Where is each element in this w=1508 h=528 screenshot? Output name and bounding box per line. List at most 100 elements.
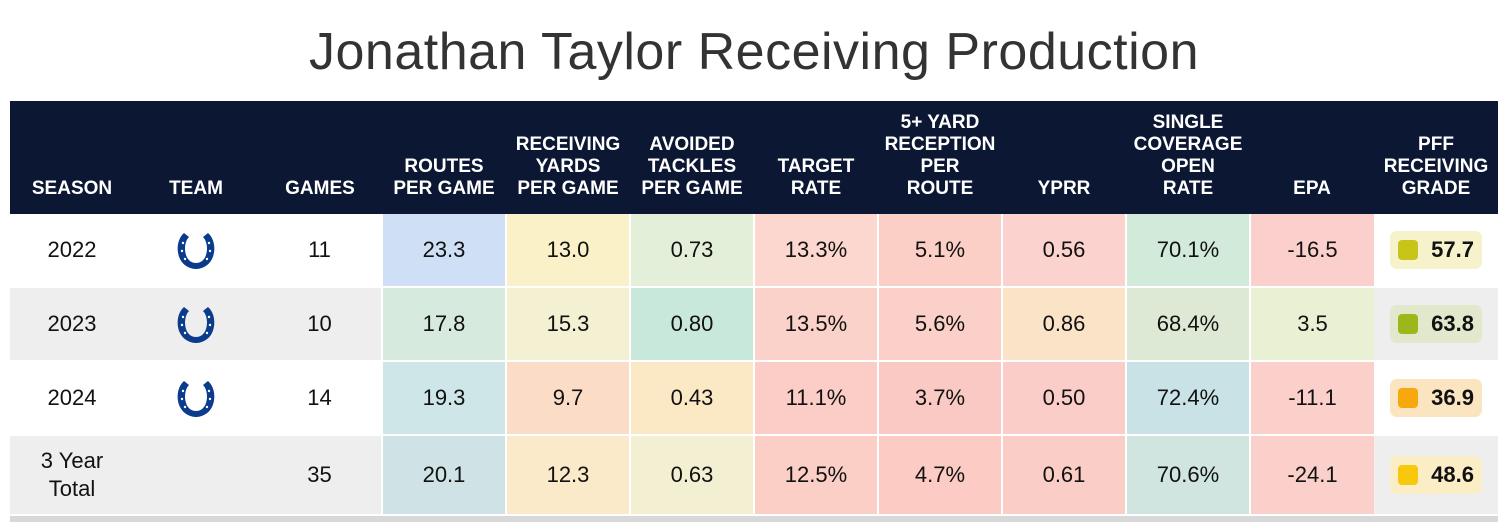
- avoided-tackles-per-game-cell: 0.43: [629, 362, 754, 434]
- grade-value: 57.7: [1431, 237, 1474, 262]
- table-row: 2023 10 17.8 15.3 0.80 13.5% 5.6% 0.86 68.4% 3.5 6…: [10, 288, 1498, 360]
- avoided-tackles-per-game-cell: 0.63: [629, 436, 754, 514]
- header-line: PER: [920, 156, 960, 177]
- header-line: RECEPTION: [884, 134, 996, 155]
- epa-cell: -11.1: [1249, 362, 1374, 434]
- games-cell: 14: [258, 362, 382, 434]
- header-line: ROUTE: [906, 178, 974, 199]
- target-rate-cell: 13.5%: [753, 288, 878, 360]
- table-row: 2024 14 19.3 9.7 0.43 11.1% 3.7% 0.50 72.4% -11.1…: [10, 362, 1498, 434]
- target-rate-cell: 13.3%: [753, 214, 878, 286]
- pff-grade-cell: 36.9: [1374, 362, 1498, 434]
- pff-grade-cell: 48.6: [1374, 436, 1498, 514]
- single-coverage-open-rate-cell: 68.4%: [1125, 288, 1250, 360]
- games-cell: 11: [258, 214, 382, 286]
- header-line: 5+ YARD: [900, 112, 980, 133]
- grade-badge: 63.8: [1390, 305, 1482, 343]
- table-bottom-border: [10, 516, 1498, 522]
- header-line: TACKLES: [647, 156, 737, 177]
- single-coverage-open-rate-cell: 72.4%: [1125, 362, 1250, 434]
- receiving-yards-per-game-cell: 13.0: [505, 214, 630, 286]
- team-cell: [134, 362, 258, 434]
- team-cell: [134, 288, 258, 360]
- header-line: PER GAME: [641, 178, 743, 199]
- header-games: GAMES: [258, 101, 382, 214]
- yprr-cell: 0.61: [1001, 436, 1126, 514]
- grade-badge: 57.7: [1390, 231, 1482, 269]
- games-cell: 35: [258, 436, 382, 514]
- single-coverage-open-rate-cell: 70.6%: [1125, 436, 1250, 514]
- yprr-cell: 0.50: [1001, 362, 1126, 434]
- header-avoided-tackles-per-game: AVOIDED TACKLES PER GAME: [630, 101, 754, 214]
- colts-horseshoe-icon: [134, 303, 258, 345]
- pff-grade-cell: 63.8: [1374, 288, 1498, 360]
- header-line: SEASON: [31, 178, 113, 199]
- header-five-yard-reception-per-route: 5+ YARD RECEPTION PER ROUTE: [878, 101, 1002, 214]
- table-row: 2022 11 23.3 13.0 0.73 13.3% 5.1% 0.56 70.1% -16.…: [10, 214, 1498, 286]
- header-routes-per-game: ROUTES PER GAME: [382, 101, 506, 214]
- header-yprr: YPRR: [1002, 101, 1126, 214]
- epa-cell: -24.1: [1249, 436, 1374, 514]
- five-yard-reception-per-route-cell: 4.7%: [877, 436, 1002, 514]
- season-cell: 2022: [10, 214, 134, 286]
- five-yard-reception-per-route-cell: 5.6%: [877, 288, 1002, 360]
- header-line: RECEIVING: [1383, 156, 1489, 177]
- header-line: PFF: [1418, 134, 1454, 155]
- header-receiving-yards-per-game: RECEIVING YARDS PER GAME: [506, 101, 630, 214]
- avoided-tackles-per-game-cell: 0.73: [629, 214, 754, 286]
- header-line: COVERAGE: [1133, 134, 1243, 155]
- header-line: ROUTES: [404, 156, 484, 177]
- header-line: PER GAME: [393, 178, 495, 199]
- routes-per-game-cell: 23.3: [381, 214, 506, 286]
- grade-color-indicator: [1398, 465, 1418, 485]
- header-line: GAMES: [285, 178, 355, 199]
- team-cell: [134, 436, 258, 514]
- receiving-stats-table: SEASON TEAM GAMES ROUTES PER GAME RECEIVING YA…: [10, 101, 1498, 514]
- team-cell: [134, 214, 258, 286]
- routes-per-game-cell: 20.1: [381, 436, 506, 514]
- header-line: EPA: [1293, 178, 1331, 199]
- target-rate-cell: 12.5%: [753, 436, 878, 514]
- header-line: RECEIVING: [515, 134, 621, 155]
- colts-horseshoe-icon: [134, 377, 258, 419]
- row-divider: [10, 360, 1498, 362]
- season-cell: 2023: [10, 288, 134, 360]
- header-line: AVOIDED: [649, 134, 735, 155]
- routes-per-game-cell: 19.3: [381, 362, 506, 434]
- header-target-rate: TARGET RATE: [754, 101, 878, 214]
- header-line: OPEN: [1161, 156, 1215, 177]
- header-line: TARGET: [777, 156, 855, 177]
- grade-color-indicator: [1398, 388, 1418, 408]
- header-line: RATE: [790, 178, 842, 199]
- grade-value: 63.8: [1431, 311, 1474, 336]
- season-cell: 2024: [10, 362, 134, 434]
- header-line: SINGLE: [1152, 112, 1224, 133]
- five-yard-reception-per-route-cell: 5.1%: [877, 214, 1002, 286]
- header-pff-receiving-grade: PFF RECEIVING GRADE: [1374, 101, 1498, 214]
- grade-value: 36.9: [1431, 385, 1474, 410]
- single-coverage-open-rate-cell: 70.1%: [1125, 214, 1250, 286]
- row-divider: [10, 434, 1498, 436]
- header-line: RATE: [1162, 178, 1214, 199]
- grade-badge: 48.6: [1390, 456, 1482, 494]
- yprr-cell: 0.86: [1001, 288, 1126, 360]
- epa-cell: -16.5: [1249, 214, 1374, 286]
- five-yard-reception-per-route-cell: 3.7%: [877, 362, 1002, 434]
- receiving-yards-per-game-cell: 9.7: [505, 362, 630, 434]
- header-team: TEAM: [134, 101, 258, 214]
- header-line: PER GAME: [517, 178, 619, 199]
- header-season: SEASON: [10, 101, 134, 214]
- routes-per-game-cell: 17.8: [381, 288, 506, 360]
- header-line: YPRR: [1037, 178, 1091, 199]
- colts-horseshoe-icon: [134, 229, 258, 271]
- table-row: 3 Year Total 35 20.1 12.3 0.63 12.5% 4.7% 0.61 7…: [10, 436, 1498, 514]
- games-cell: 10: [258, 288, 382, 360]
- grade-color-indicator: [1398, 314, 1418, 334]
- grade-badge: 36.9: [1390, 379, 1482, 417]
- epa-cell: 3.5: [1249, 288, 1374, 360]
- pff-grade-cell: 57.7: [1374, 214, 1498, 286]
- header-epa: EPA: [1250, 101, 1374, 214]
- avoided-tackles-per-game-cell: 0.80: [629, 288, 754, 360]
- receiving-yards-per-game-cell: 15.3: [505, 288, 630, 360]
- grade-color-indicator: [1398, 240, 1418, 260]
